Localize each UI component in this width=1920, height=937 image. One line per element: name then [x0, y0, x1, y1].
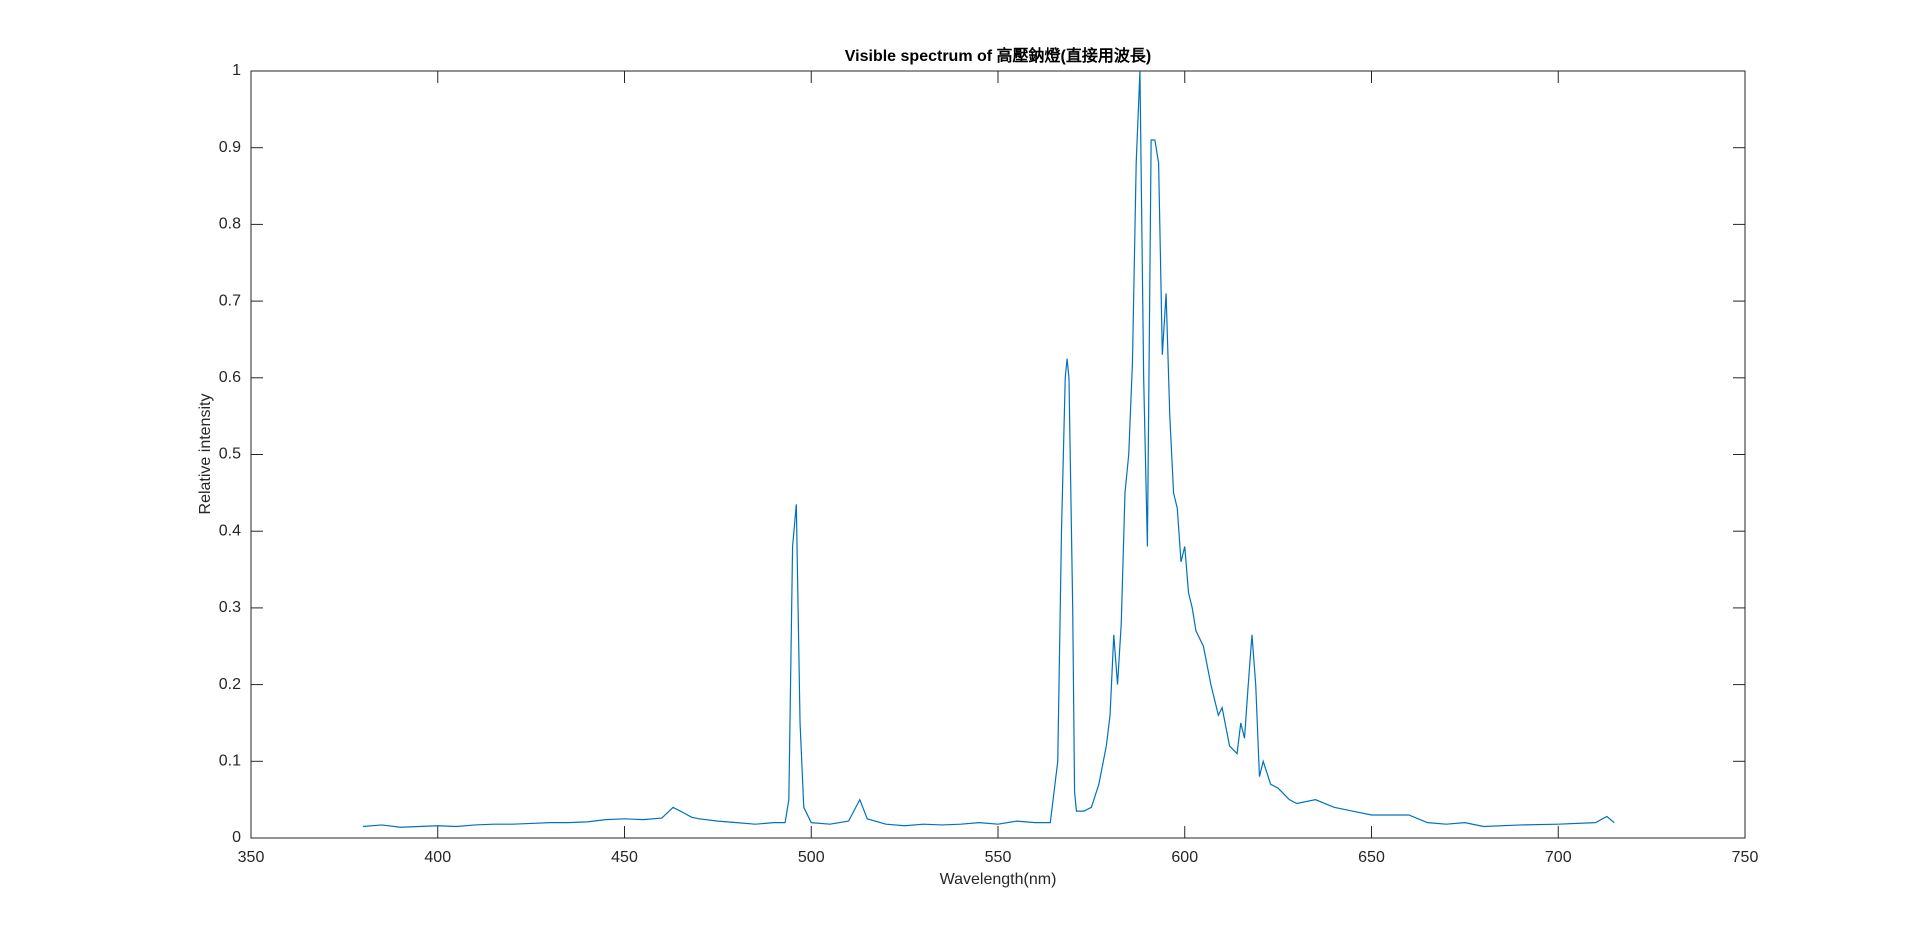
y-tick-label: 0	[232, 829, 241, 846]
chart-title: Visible spectrum of 高壓鈉燈(直接用波長)	[845, 46, 1151, 65]
x-tick-label: 450	[611, 849, 638, 866]
x-tick-label: 500	[798, 849, 825, 866]
x-tick-label: 400	[424, 849, 451, 866]
x-tick-label: 700	[1545, 849, 1572, 866]
y-axis-label: Relative intensity	[197, 394, 214, 515]
y-tick-label: 0.1	[219, 753, 241, 770]
y-tick-label: 0.9	[219, 139, 241, 156]
x-tick-label: 350	[238, 849, 265, 866]
y-tick-label: 0.8	[219, 216, 241, 233]
y-tick-label: 0.5	[219, 446, 241, 463]
y-tick-label: 0.7	[219, 292, 241, 309]
x-tick-label: 600	[1171, 849, 1198, 866]
y-tick-label: 1	[232, 62, 241, 79]
x-axis-label: Wavelength(nm)	[940, 871, 1057, 888]
x-tick-label: 650	[1358, 849, 1385, 866]
x-tick-label: 750	[1732, 849, 1759, 866]
spectrum-line	[363, 70, 1615, 828]
y-tick-label: 0.6	[219, 369, 241, 386]
y-tick-label: 0.3	[219, 599, 241, 616]
x-tick-label: 550	[985, 849, 1012, 866]
y-tick-label: 0.4	[219, 522, 241, 539]
y-tick-label: 0.2	[219, 676, 241, 693]
